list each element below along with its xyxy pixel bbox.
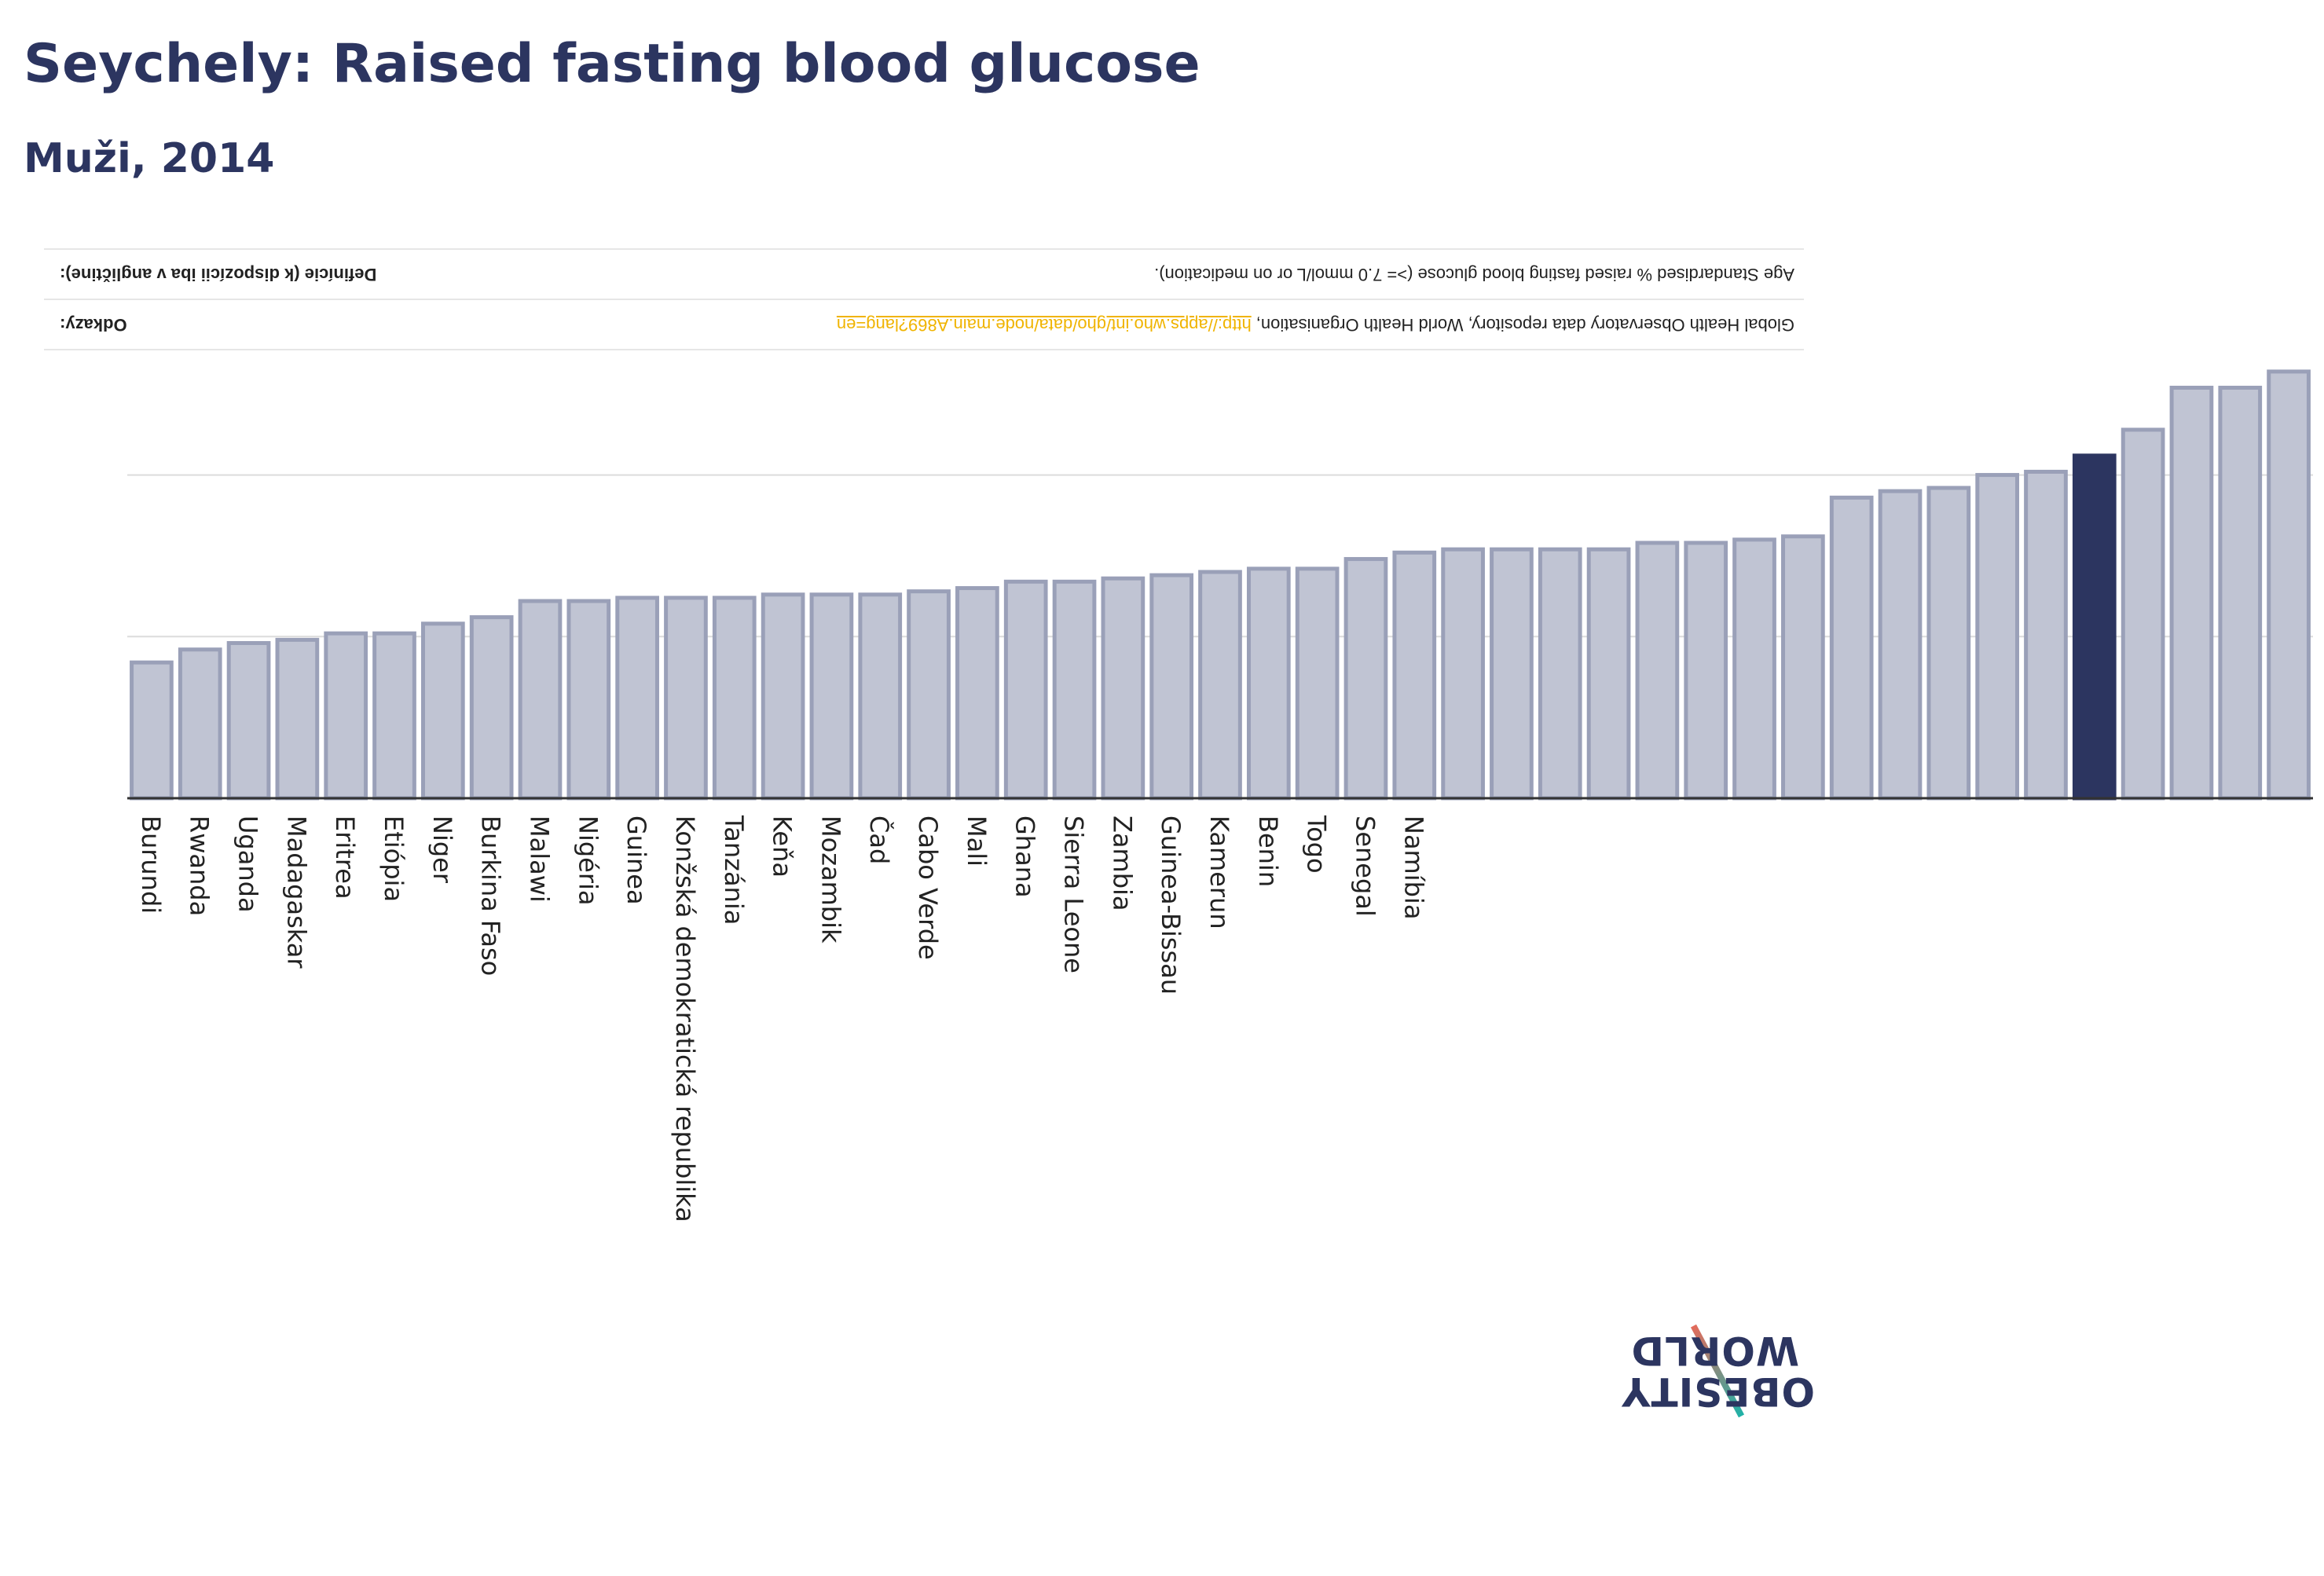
world-obesity-logo: OBESITY WORLD: [1611, 1320, 1815, 1422]
bar-2[interactable]: [226, 641, 271, 801]
bar-30[interactable]: [1586, 547, 1631, 801]
bar-8[interactable]: [518, 599, 563, 801]
bar-21[interactable]: [1149, 573, 1194, 801]
x-tick-label-17: Mali: [962, 815, 992, 867]
x-tick-label-24: Togo: [1302, 815, 1332, 874]
x-tick-label-1: Rwanda: [185, 815, 214, 916]
bar-22[interactable]: [1198, 570, 1242, 801]
bar-14[interactable]: [809, 592, 854, 801]
bar-11[interactable]: [664, 596, 708, 801]
logo-line2: WORLD: [1630, 1328, 1799, 1373]
x-tick-label-0: Burundi: [136, 815, 166, 914]
bar-23[interactable]: [1246, 566, 1291, 801]
bar-37[interactable]: [1926, 486, 1971, 801]
bar-19[interactable]: [1052, 579, 1097, 801]
x-tick-label-18: Ghana: [1010, 815, 1040, 898]
bar-33[interactable]: [1732, 537, 1776, 801]
bar-38[interactable]: [1975, 473, 2020, 801]
bar-4[interactable]: [324, 631, 368, 801]
bar-31[interactable]: [1635, 541, 1680, 801]
bar-39[interactable]: [2024, 469, 2068, 801]
x-tick-label-22: Kamerun: [1204, 815, 1234, 929]
x-tick-label-10: Guinea: [621, 815, 651, 905]
x-tick-label-23: Benin: [1253, 815, 1283, 887]
bar-15[interactable]: [858, 592, 903, 801]
bar-13[interactable]: [761, 592, 805, 801]
bar-36[interactable]: [1878, 489, 1923, 801]
x-tick-label-25: Senegal: [1350, 815, 1380, 917]
bar-43[interactable]: [2218, 385, 2263, 801]
x-tick-label-7: Burkina Faso: [476, 815, 506, 976]
x-tick-label-9: Nigéria: [573, 815, 603, 905]
x-tick-label-8: Malawi: [524, 815, 554, 903]
x-tick-label-12: Tanzánia: [719, 815, 749, 925]
bar-34[interactable]: [1781, 534, 1825, 801]
bar-20[interactable]: [1101, 576, 1146, 801]
bar-9[interactable]: [566, 599, 611, 801]
bar-42[interactable]: [2169, 385, 2214, 801]
bar-26[interactable]: [1392, 550, 1437, 801]
bar-27[interactable]: [1441, 547, 1485, 801]
bar-32[interactable]: [1684, 541, 1728, 801]
logo-line1: OBESITY: [1621, 1369, 1815, 1414]
x-tick-label-5: Etiópia: [379, 815, 409, 902]
bar-1[interactable]: [178, 647, 222, 801]
bar-10[interactable]: [615, 596, 659, 801]
bar-35[interactable]: [1829, 495, 1874, 801]
bar-44[interactable]: [2267, 369, 2311, 801]
x-tick-label-19: Sierra Leone: [1059, 815, 1089, 973]
bar-3[interactable]: [275, 637, 320, 801]
bar-28[interactable]: [1490, 547, 1534, 801]
bar-40[interactable]: [2072, 453, 2117, 801]
x-tick-label-11: Konžská demokratická republika: [670, 815, 700, 1222]
bar-7[interactable]: [469, 615, 514, 801]
chart-subtitle: Muži, 2014: [24, 135, 275, 182]
x-tick-label-3: Madagaskar: [281, 815, 311, 969]
bar-17[interactable]: [955, 586, 999, 801]
bar-6[interactable]: [420, 621, 465, 801]
bar-16[interactable]: [907, 589, 951, 801]
bar-29[interactable]: [1538, 547, 1582, 801]
x-tick-label-16: Cabo Verde: [913, 815, 943, 960]
x-tick-label-6: Niger: [427, 815, 457, 884]
x-tick-label-2: Uganda: [233, 815, 263, 913]
chart-title: Seychely: Raised fasting blood glucose: [24, 33, 1200, 95]
x-tick-label-21: Guinea-Bissau: [1156, 815, 1186, 995]
bar-25[interactable]: [1343, 557, 1388, 801]
bar-24[interactable]: [1295, 566, 1340, 801]
bar-5[interactable]: [372, 631, 416, 801]
x-tick-label-15: Čad: [864, 815, 895, 864]
bar-12[interactable]: [712, 596, 757, 801]
x-tick-label-14: Mozambik: [816, 815, 845, 944]
x-tick-label-20: Zambia: [1107, 815, 1137, 911]
x-tick-label-4: Eritrea: [330, 815, 360, 900]
bar-18[interactable]: [1003, 579, 1048, 801]
x-tick-label-26: Namíbia: [1398, 815, 1428, 919]
bar-0[interactable]: [130, 660, 174, 801]
bar-41[interactable]: [2121, 427, 2165, 801]
x-tick-label-13: Keňa: [768, 815, 797, 878]
